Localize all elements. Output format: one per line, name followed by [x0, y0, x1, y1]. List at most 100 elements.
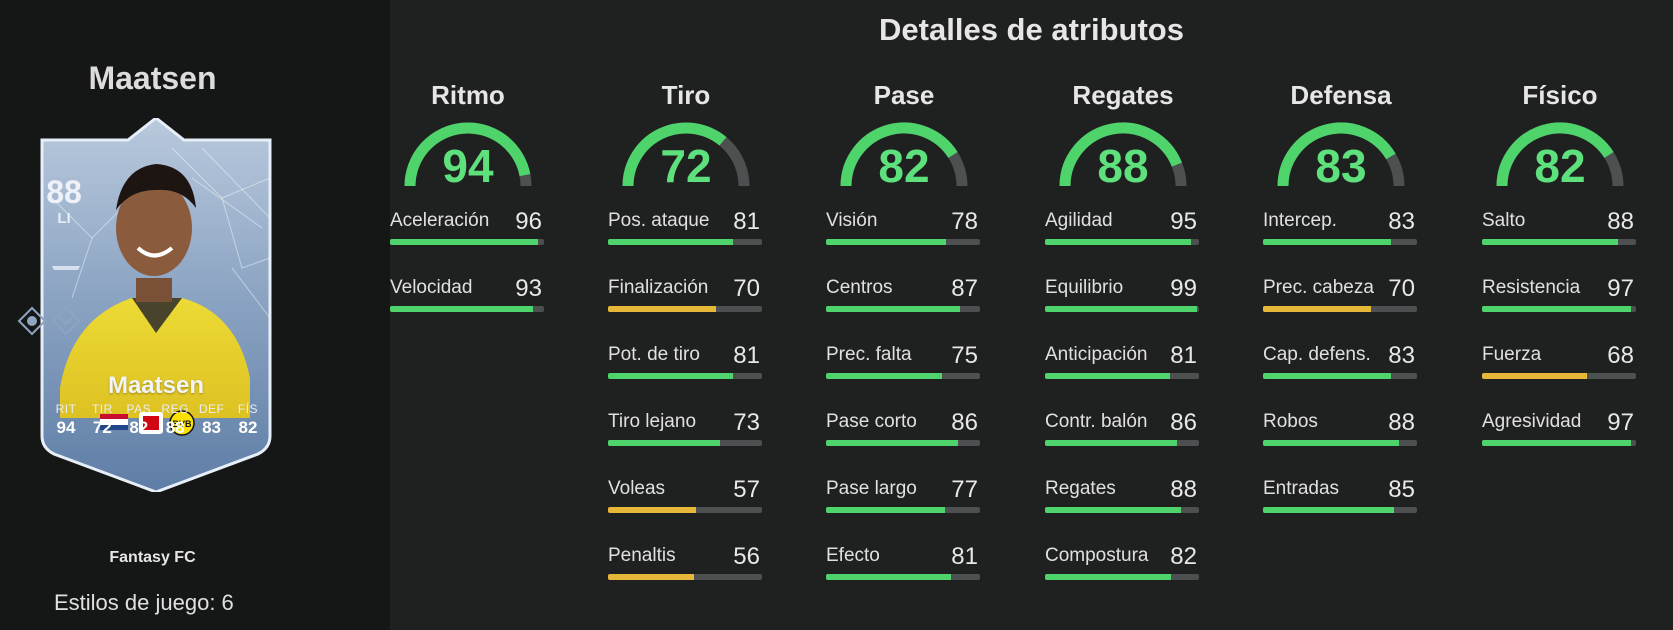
attribute-row: Visión 78: [824, 208, 984, 275]
attribute-value: 81: [951, 543, 978, 570]
attribute-value: 99: [1170, 275, 1197, 302]
attribute-value: 83: [1388, 208, 1415, 235]
attribute-bar: [1045, 373, 1199, 379]
category-title: Defensa: [1290, 80, 1392, 110]
attribute-bar-fill: [826, 239, 947, 245]
card-stat-label: REG: [161, 402, 189, 416]
category-title: Regates: [1072, 80, 1174, 110]
attribute-value: 57: [733, 476, 760, 503]
attribute-label: Prec. falta: [826, 344, 912, 365]
card-stat-rit: RIT 94: [48, 402, 84, 438]
attribute-value: 70: [1388, 275, 1415, 302]
category-gauge: 82: [1480, 114, 1640, 194]
attribute-label: Prec. cabeza: [1263, 277, 1374, 298]
attribute-bar: [608, 306, 762, 312]
category-gauge: 88: [1043, 114, 1203, 194]
attribute-bar: [1482, 306, 1636, 312]
category-ritmo: Ritmo 94 Aceleración 96 Velocidad 93: [388, 80, 548, 342]
attribute-bar-fill: [1263, 507, 1394, 513]
attribute-value: 56: [733, 543, 760, 570]
player-card[interactable]: BVB 88 LI Maatsen RIT 94 TIR 72 PAS 82 REG 88 DE…: [32, 118, 280, 492]
attribute-bar-fill: [608, 440, 721, 446]
attribute-bar-fill: [1045, 373, 1170, 379]
attribute-bar-fill: [826, 507, 945, 513]
attribute-bar: [390, 239, 544, 245]
attribute-value: 96: [515, 208, 542, 235]
attribute-label: Regates: [1045, 478, 1116, 499]
attribute-bar: [1045, 239, 1199, 245]
attribute-row: Salto 88: [1480, 208, 1640, 275]
card-stat-value: 72: [92, 418, 112, 437]
playstyle-icon: [52, 306, 81, 336]
attribute-label: Tiro lejano: [608, 411, 697, 432]
attribute-bar: [1482, 440, 1636, 446]
category-gauge: 72: [606, 114, 766, 194]
playstyle-icon: [17, 306, 47, 336]
card-stat-label: RIT: [55, 402, 77, 416]
attribute-value: 81: [733, 342, 760, 369]
playstyles-count: Estilos de juego: 6: [54, 590, 234, 615]
page-title: Detalles de atributos: [879, 12, 1184, 47]
card-stat-fís: FÍS 82: [230, 402, 266, 438]
gauge-fill: [404, 122, 531, 187]
attribute-bar-fill: [1482, 440, 1632, 446]
attribute-row: Tiro lejano 73: [606, 409, 766, 476]
attribute-bar-fill: [826, 373, 942, 379]
attribute-bar-fill: [1482, 306, 1632, 312]
attribute-row: Pos. ataque 81: [606, 208, 766, 275]
attribute-bar: [1263, 239, 1417, 245]
attribute-row: Penaltis 56: [606, 543, 766, 610]
gauge-arc: [1496, 122, 1624, 187]
attribute-bar: [608, 440, 762, 446]
gauge-fill: [1496, 122, 1614, 187]
attribute-value: 81: [733, 208, 760, 235]
card-name: Maatsen: [107, 372, 205, 399]
attribute-bar-fill: [608, 507, 696, 513]
card-stat-value: 83: [202, 418, 222, 437]
attribute-label: Pot. de tiro: [608, 344, 700, 365]
card-stats: RIT 94 TIR 72 PAS 82 REG 88 DEF 83 FÍS 82: [48, 402, 266, 438]
attribute-row: Pase largo 77: [824, 476, 984, 543]
gauge-arc: [622, 122, 750, 187]
attribute-bar-fill: [608, 239, 733, 245]
attribute-bar-fill: [826, 440, 959, 446]
attribute-bar-fill: [1482, 373, 1587, 379]
attribute-row: Compostura 82: [1043, 543, 1203, 610]
attribute-row: Aceleración 96: [388, 208, 548, 275]
attribute-value: 88: [1170, 476, 1197, 503]
attribute-row: Contr. balón 86: [1043, 409, 1203, 476]
attribute-label: Efecto: [826, 545, 880, 566]
attribute-label: Contr. balón: [1045, 411, 1148, 432]
attribute-list: Agilidad 95 Equilibrio 99 Anticipación 81 Cont…: [1043, 208, 1203, 610]
card-stat-label: TIR: [91, 402, 113, 416]
player-panel: Maatsen: [0, 0, 390, 630]
attribute-row: Entradas 85: [1261, 476, 1421, 543]
attribute-bar: [608, 507, 762, 513]
attribute-label: Intercep.: [1263, 210, 1337, 231]
attribute-value: 70: [733, 275, 760, 302]
attribute-bar-fill: [608, 373, 733, 379]
attribute-label: Penaltis: [608, 545, 676, 566]
attribute-label: Pase largo: [826, 478, 917, 499]
category-físico: Físico 82 Salto 88 Resistencia 97 Fuerza 68 Agre…: [1480, 80, 1640, 476]
category-title: Físico: [1522, 80, 1598, 110]
gauge-arc: [840, 122, 968, 187]
attribute-row: Prec. falta 75: [824, 342, 984, 409]
card-stat-pas: PAS 82: [121, 402, 157, 438]
card-stat-tir: TIR 72: [84, 402, 120, 438]
attribute-bar-fill: [826, 574, 951, 580]
gauge-arc: [1277, 122, 1405, 187]
card-type: Fantasy FC: [109, 549, 196, 566]
attribute-bar: [1045, 507, 1199, 513]
attribute-bar-fill: [1045, 306, 1198, 312]
attribute-bar: [1263, 373, 1417, 379]
attribute-label: Equilibrio: [1045, 277, 1124, 298]
svg-text:BVB: BVB: [172, 419, 192, 429]
attribute-bar-fill: [390, 306, 534, 312]
category-gauge: 83: [1261, 114, 1421, 194]
attribute-row: Pot. de tiro 81: [606, 342, 766, 409]
category-title: Ritmo: [431, 80, 505, 110]
attribute-bar: [826, 574, 980, 580]
attribute-value: 73: [733, 409, 760, 436]
attribute-row: Intercep. 83: [1261, 208, 1421, 275]
